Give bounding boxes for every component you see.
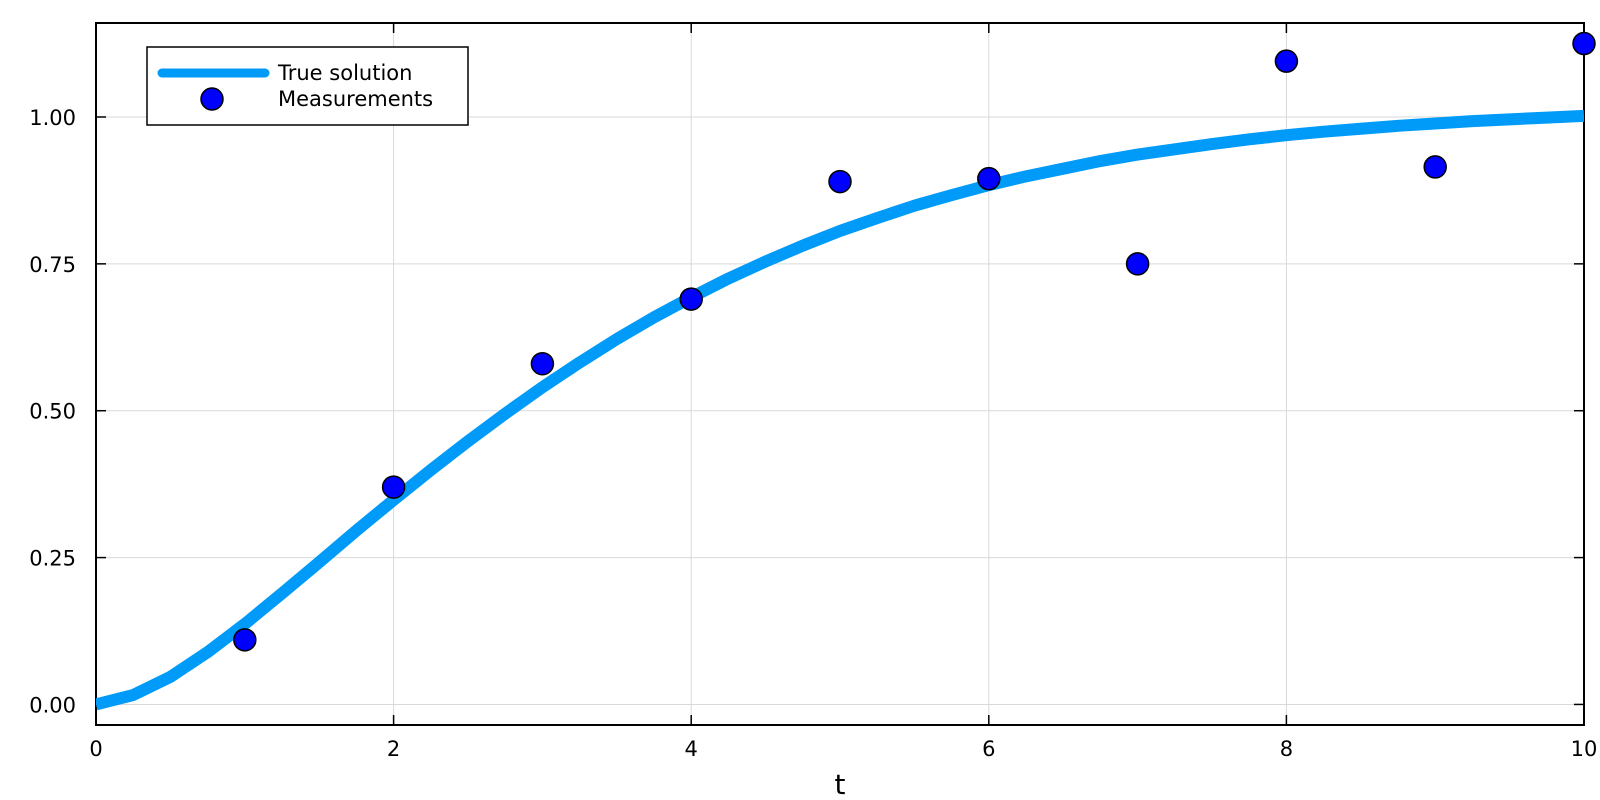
y-tick-label: 0.25 (29, 547, 76, 571)
measurement-point (233, 628, 257, 652)
measurement-point (530, 351, 555, 376)
measurement-point (381, 475, 406, 499)
y-tick-label: 1.00 (29, 106, 76, 130)
measurement-point (977, 166, 1001, 191)
y-tick-label: 0.50 (29, 400, 76, 424)
legend: True solution Measurements (146, 46, 469, 126)
measurement-point (1423, 155, 1447, 179)
legend-label-true-solution: True solution (277, 61, 412, 85)
x-tick-label: 0 (89, 737, 102, 761)
series-line-true-solution (96, 109, 1584, 711)
measurement-point (1274, 49, 1299, 73)
x-tick-label: 4 (685, 737, 698, 761)
legend-box (146, 46, 469, 126)
x-axis-label: t (835, 768, 846, 800)
measurement-point (828, 169, 852, 194)
axis-ticks (95, 23, 1585, 725)
x-tick-label: 8 (1280, 737, 1293, 761)
x-tick-label: 6 (982, 737, 995, 761)
y-tick-label: 0.75 (29, 253, 76, 277)
measurement-point (1125, 252, 1150, 276)
x-tick-label: 2 (387, 737, 400, 761)
measurement-point (1572, 31, 1596, 56)
series-layer (96, 109, 1584, 711)
measurement-point (679, 287, 703, 311)
legend-marker-swatch (200, 87, 224, 111)
grid (95, 23, 1585, 725)
y-tick-label: 0.00 (29, 693, 76, 717)
plot-frame (95, 22, 1585, 726)
plot-area (96, 23, 1584, 725)
legend-label-measurements: Measurements (278, 87, 433, 111)
points-layer (233, 31, 1596, 652)
x-tick-label: 10 (1571, 737, 1598, 761)
